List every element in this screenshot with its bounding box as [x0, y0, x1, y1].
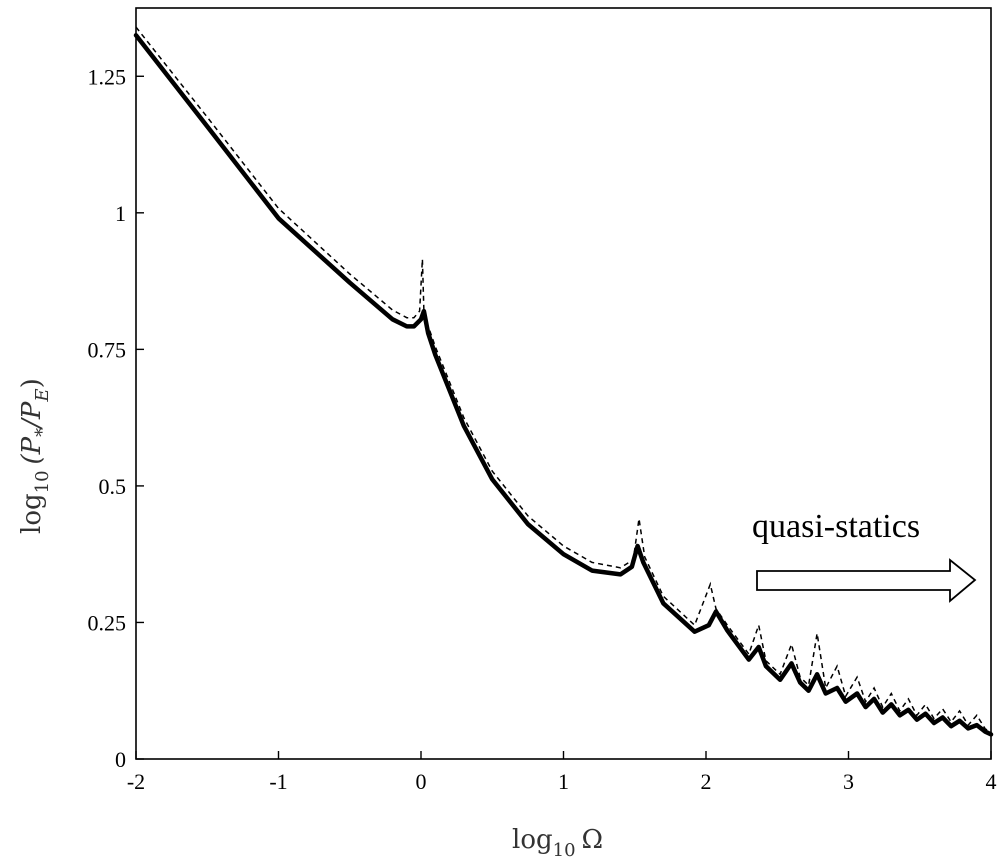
x-axis-title-var: Ω [582, 825, 604, 855]
x-tick-label: -1 [269, 769, 287, 794]
x-tick-label: 4 [986, 769, 997, 794]
y-axis-title-base: log [17, 493, 47, 534]
right-arrow-icon [756, 558, 977, 603]
y-axis-title-var-sub2: E [32, 388, 53, 402]
y-axis-title-mid: /P [17, 401, 47, 431]
y-axis-title-var-sub1: * [32, 428, 53, 437]
x-axis-title-base: log [512, 825, 553, 855]
x-tick-label: 3 [843, 769, 854, 794]
x-tick-label: 1 [558, 769, 569, 794]
plot-frame [135, 7, 992, 760]
y-axis-title: log10 (P*/PE) [17, 378, 53, 534]
dashed-series-line [135, 26, 992, 733]
y-tick-label: 1.25 [88, 64, 127, 89]
x-tick-label: 2 [701, 769, 712, 794]
y-tick-label: 0.25 [88, 610, 127, 635]
x-tick-label: -2 [127, 769, 145, 794]
y-axis-title-var: (P [17, 436, 47, 464]
y-axis-title-close: ) [17, 378, 47, 388]
x-tick-label: 0 [416, 769, 427, 794]
x-axis-title-sub: 10 [553, 840, 576, 861]
y-tick-label: 1 [115, 201, 126, 226]
y-axis-title-sub: 10 [32, 470, 53, 493]
y-tick-label: 0 [115, 747, 126, 772]
y-axis-title-group: log10 (P*/PE) [17, 378, 53, 534]
tick-labels: -2 -1 0 1 2 3 4 0 0.25 0.5 0.75 1 1.25 [88, 64, 997, 794]
x-axis-title: log10 Ω [512, 825, 603, 861]
y-tick-label: 0.75 [88, 337, 127, 362]
axis-ticks [135, 75, 992, 760]
y-tick-label: 0.5 [99, 474, 127, 499]
quasi-statics-annotation: quasi-statics [752, 508, 920, 545]
solid-series-line [133, 33, 994, 737]
